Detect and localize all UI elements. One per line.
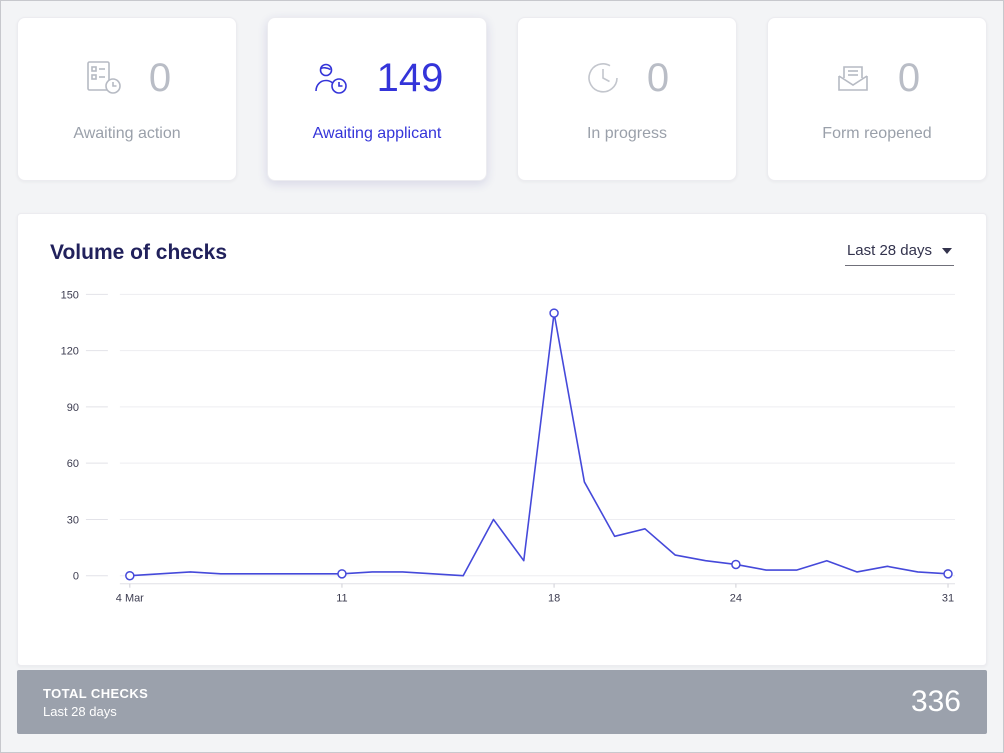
total-checks-value: 336 [910, 685, 961, 718]
svg-text:0: 0 [73, 571, 79, 583]
footer-left: TOTAL CHECKS Last 28 days [43, 686, 148, 719]
document-clock-icon [83, 60, 123, 96]
person-clock-icon [311, 61, 351, 95]
stat-label: Awaiting action [73, 124, 181, 142]
footer-subtitle: Last 28 days [43, 703, 117, 719]
stat-card-top: 0 [585, 56, 669, 101]
svg-text:31: 31 [942, 593, 954, 605]
svg-text:4 Mar: 4 Mar [116, 593, 144, 605]
panel-title: Volume of checks [50, 241, 228, 264]
stat-value: 0 [148, 55, 172, 100]
stats-row: 0 Awaiting action 149 Awaiting applicant [17, 17, 987, 181]
stat-card-in-progress[interactable]: 0 In progress [517, 17, 737, 181]
stat-card-top: 0 [83, 56, 171, 101]
svg-text:11: 11 [336, 593, 347, 605]
stat-value: 149 [376, 55, 444, 100]
volume-of-checks-panel: Volume of checks Last 28 days 0 30 60 90 120… [17, 213, 987, 666]
date-range-value: Last 28 days [846, 242, 932, 259]
stat-card-top: 0 [834, 56, 920, 101]
stat-value: 0 [897, 55, 921, 100]
total-checks-bar: TOTAL CHECKS Last 28 days 336 [17, 670, 987, 734]
envelope-icon [834, 61, 872, 95]
stat-card-top: 149 [311, 55, 444, 101]
date-range-selector[interactable]: Last 28 days [844, 240, 954, 266]
stat-card-form-reopened[interactable]: 0 Form reopened [767, 17, 987, 181]
svg-text:90: 90 [67, 402, 79, 414]
svg-text:60: 60 [67, 458, 79, 470]
chevron-down-icon [942, 247, 952, 254]
stat-card-awaiting-applicant[interactable]: 149 Awaiting applicant [267, 17, 487, 181]
footer-title: TOTAL CHECKS [43, 685, 149, 701]
stat-label: In progress [586, 124, 668, 142]
svg-text:18: 18 [548, 593, 560, 605]
chart-area: 0 30 60 90 120 150 4 Mar 11 18 24 31 [50, 284, 956, 619]
volume-line-chart: 0 30 60 90 120 150 4 Mar 11 18 24 31 [61, 289, 956, 605]
svg-text:120: 120 [61, 346, 79, 358]
stat-card-awaiting-action[interactable]: 0 Awaiting action [17, 17, 237, 181]
stat-label: Awaiting applicant [312, 124, 442, 142]
svg-text:150: 150 [61, 289, 79, 301]
clock-icon [585, 60, 621, 96]
svg-text:24: 24 [730, 593, 742, 605]
svg-text:30: 30 [67, 514, 79, 526]
stat-value: 0 [646, 55, 670, 100]
stat-label: Form reopened [822, 124, 932, 142]
panel-header: Volume of checks Last 28 days [50, 240, 954, 266]
